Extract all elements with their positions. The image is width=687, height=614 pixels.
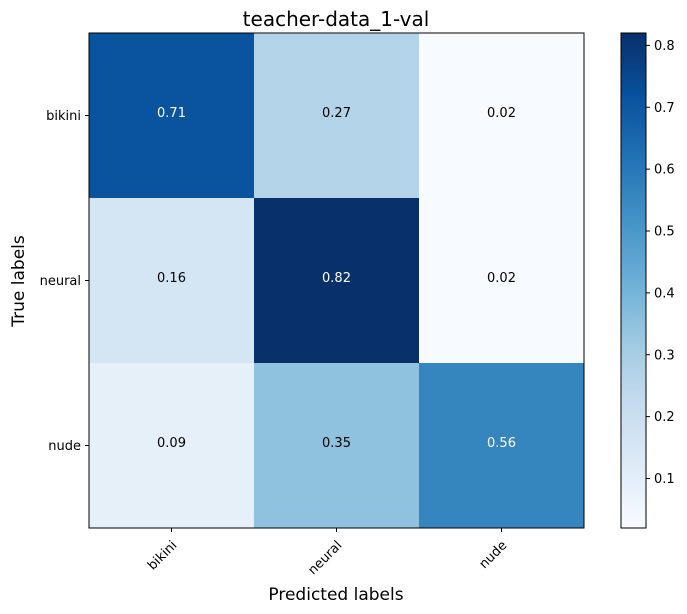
heatmap-cell (89, 198, 254, 363)
heatmap-cell (419, 363, 584, 528)
colorbar-tick-label: 0.7 (654, 101, 675, 116)
x-axis-label: Predicted labels (268, 585, 403, 605)
y-axis-ticks: bikini neural nude (40, 109, 89, 454)
colorbar-tick-label: 0.8 (654, 39, 675, 54)
heatmap-cells: 0.71 0.27 0.02 0.16 0.82 0.02 0.09 0.35 0.56 (89, 33, 584, 528)
colorbar-tick-label: 0.1 (654, 472, 675, 487)
x-tick-label: neural (305, 538, 345, 578)
chart-title: teacher-data_1-val (243, 7, 430, 31)
cell-value-label: 0.56 (487, 436, 516, 451)
heatmap-cell (419, 198, 584, 363)
colorbar-tick-label: 0.6 (654, 163, 675, 178)
heatmap-cell (254, 33, 419, 198)
colorbar-tick-label: 0.3 (654, 348, 675, 363)
heatmap-cell (89, 33, 254, 198)
heatmap-cell (254, 198, 419, 363)
cell-value-label: 0.02 (487, 271, 516, 286)
cell-value-label: 0.27 (322, 106, 351, 121)
colorbar-tick-label: 0.5 (654, 225, 675, 240)
x-axis-ticks: bikini neural nude (145, 528, 510, 578)
colorbar-tick-label: 0.2 (654, 410, 675, 425)
heatmap-cell (254, 363, 419, 528)
heatmap-cell (89, 363, 254, 528)
colorbar: 0.1 0.2 0.3 0.4 0.5 0.6 0.7 0.8 (620, 32, 675, 529)
cell-value-label: 0.02 (487, 106, 516, 121)
cell-value-label: 0.16 (157, 271, 186, 286)
cell-value-label: 0.71 (157, 106, 186, 121)
x-tick-label: bikini (145, 538, 180, 573)
y-axis-label: True labels (9, 235, 29, 328)
cell-value-label: 0.82 (322, 271, 351, 286)
cell-value-label: 0.35 (322, 436, 351, 451)
y-tick-label: nude (48, 439, 81, 454)
colorbar-gradient (620, 32, 647, 529)
y-tick-label: bikini (46, 109, 81, 124)
colorbar-ticks: 0.1 0.2 0.3 0.4 0.5 0.6 0.7 0.8 (646, 39, 675, 487)
colorbar-tick-label: 0.4 (654, 286, 675, 301)
x-tick-label: nude (477, 538, 511, 572)
y-tick-label: neural (40, 274, 81, 289)
heatmap-cell (419, 33, 584, 198)
cell-value-label: 0.09 (157, 436, 186, 451)
